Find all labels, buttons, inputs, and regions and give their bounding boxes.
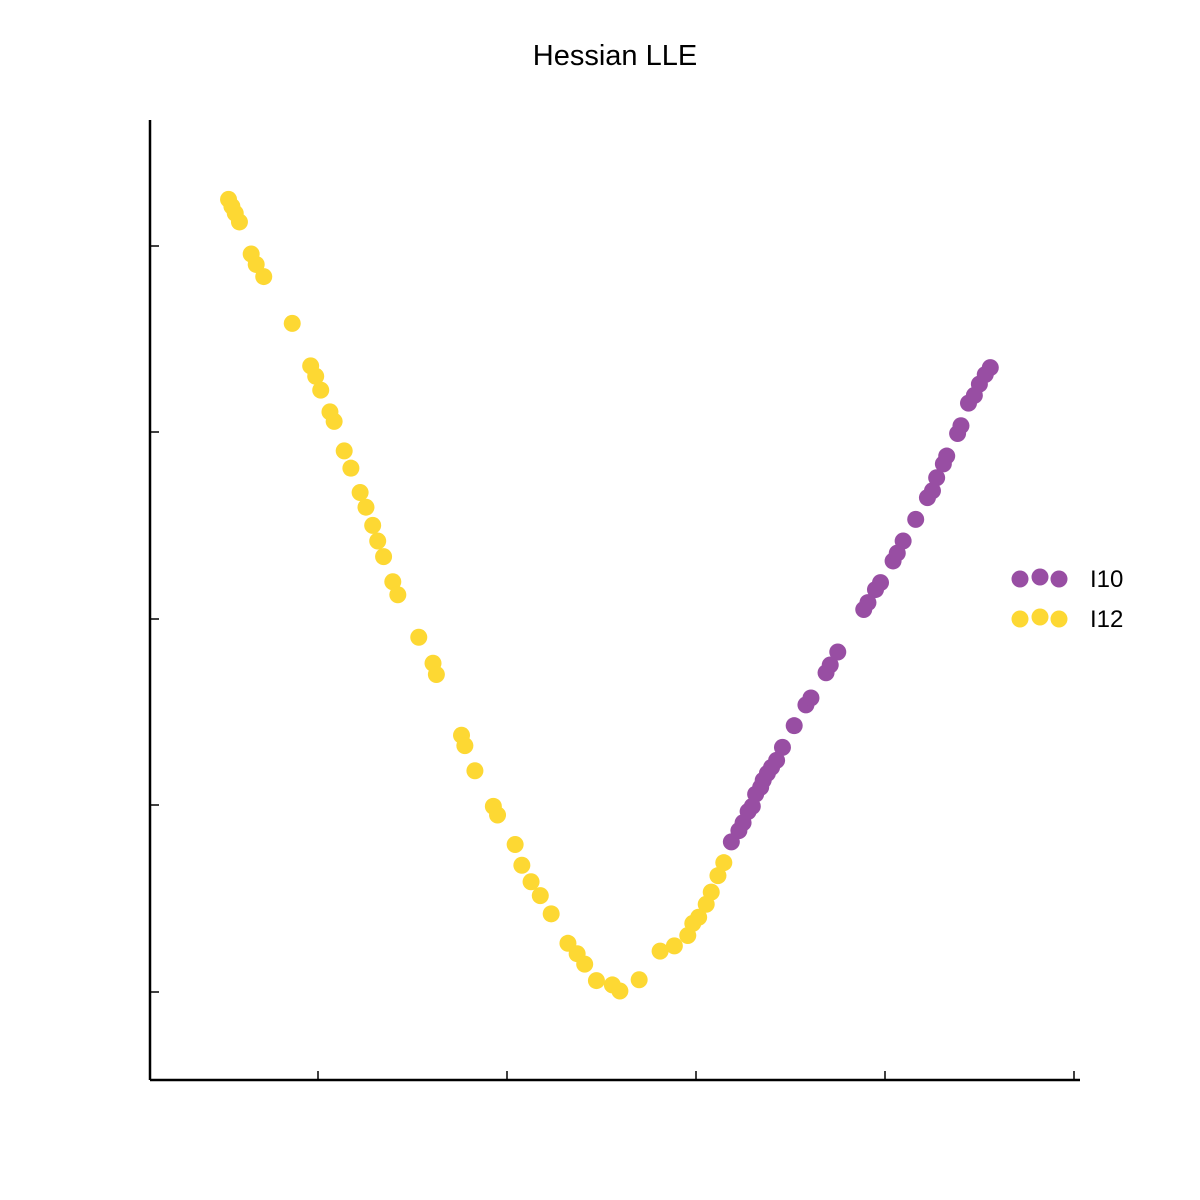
point-i12-12 [325,412,343,430]
point-i12-18 [369,532,387,550]
point-i10-27 [923,482,941,500]
point-i10-28 [928,469,946,487]
point-i12-43 [665,937,683,955]
point-i12-46 [690,908,708,926]
point-i12-6 [255,268,273,286]
point-i12-32 [522,873,540,891]
point-i12-38 [587,972,605,990]
point-i10-37 [981,359,999,377]
legend-label-i10: I10 [1090,566,1123,593]
legend-marker-i10-2 [1050,570,1068,588]
point-i12-48 [702,883,720,901]
point-i12-16 [357,498,375,516]
point-i10-12 [785,717,803,735]
legend-marker-i12-0 [1011,610,1029,628]
point-i10-21 [872,574,890,592]
point-i12-42 [651,942,669,960]
point-i10-30 [938,447,956,465]
point-i10-19 [859,594,877,612]
legend-label-i12: I12 [1090,606,1123,633]
point-i10-24 [894,532,912,550]
point-i12-20 [384,573,402,591]
point-i12-3 [230,213,248,231]
point-i10-32 [952,417,970,435]
point-i12-7 [283,314,301,332]
point-i12-40 [611,982,629,1000]
point-i10-11 [773,738,791,756]
point-i12-14 [342,459,360,477]
point-i12-41 [630,971,648,989]
point-i12-24 [427,666,445,684]
point-i12-21 [389,586,407,604]
point-i12-29 [489,806,507,824]
chart-title: Hessian LLE [532,40,698,72]
point-i12-15 [351,483,369,501]
point-i12-49 [709,867,727,885]
legend-marker-i12-1 [1031,608,1049,626]
point-i12-17 [364,516,382,534]
point-i10-14 [802,689,820,707]
point-i12-10 [312,381,330,399]
point-i12-9 [307,367,325,385]
point-i12-30 [506,835,524,853]
point-i10-17 [829,643,847,661]
point-i10-25 [907,510,925,528]
legend-marker-i12-2 [1050,610,1068,628]
point-i12-31 [513,856,531,874]
point-i12-37 [576,955,594,973]
point-i12-27 [466,762,484,780]
legend-marker-i10-1 [1031,568,1049,586]
point-i12-19 [375,548,393,566]
point-i12-50 [715,854,733,872]
point-i12-34 [542,905,560,923]
point-i12-5 [247,255,265,273]
point-i12-13 [335,442,353,460]
point-i10-16 [821,656,839,674]
legend-marker-i10-0 [1011,570,1029,588]
point-i12-33 [531,887,549,905]
point-i10-10 [768,751,786,769]
point-i12-26 [456,737,474,755]
point-i12-22 [410,628,428,646]
